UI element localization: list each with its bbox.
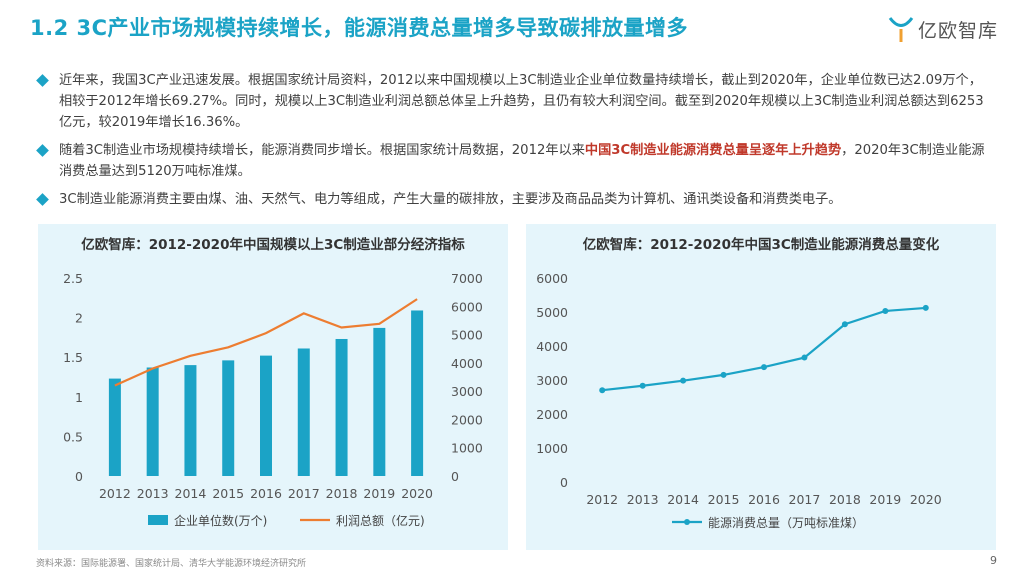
y-right-tick-label: 3000 [451,384,483,399]
logo-icon [888,17,914,42]
bar [335,338,348,476]
x-tick-label: 2019 [363,486,395,501]
bullet-list: 近年来，我国3C产业迅速发展。根据国家统计局资料，2012以来中国规模以上3C制… [36,70,986,217]
bar [184,365,197,476]
bar [108,378,121,476]
y-tick-label: 2000 [536,407,568,422]
bullet-text: 近年来，我国3C产业迅速发展。根据国家统计局资料，2012以来中国规模以上3C制… [59,73,984,130]
page-title: 1.2 3C产业市场规模持续增长，能源消费总量增多导致碳排放量增多 [30,16,689,40]
bullet-text-start: 随着3C制造业市场规模持续增长，能源消费同步增长。根据国家统计局数据，2012年… [59,143,585,158]
bullet-text: 随着3C制造业市场规模持续增长，能源消费同步增长。根据国家统计局数据，2012年… [59,140,986,182]
y-left-tick-label: 0.5 [63,429,83,444]
data-point [639,382,646,389]
data-point [841,321,848,328]
combo-chart: 0 0.5 1 1.5 2 2.5 0 1000 2000 3000 4000 5000 6000 700… [63,271,483,528]
data-point [599,387,606,394]
legend-marker [684,519,690,525]
x-tick-label: 2012 [99,486,131,501]
data-point [801,354,808,361]
y-tick-label: 3000 [536,373,568,388]
x-tick-label: 2014 [667,492,699,507]
legend-label: 企业单位数(万个) [174,513,267,528]
y-right-tick-label: 1000 [451,441,483,456]
bar [373,327,386,476]
legend-label: 利润总额（亿元) [336,513,425,528]
y-right-tick-label: 7000 [451,271,483,286]
source-note: 资料来源：国际能源署、国家统计局、清华大学能源环境经济研究所 [36,559,307,569]
x-tick-label: 2016 [250,486,282,501]
y-right-tick-label: 0 [451,469,459,484]
x-tick-label: 2020 [910,492,942,507]
y-tick-label: 4000 [536,339,568,354]
bar [297,348,310,476]
x-tick-label: 2017 [789,492,821,507]
bullet-text-end: ，2020年3C制造业能源消费总量达到5120万吨标准煤。 [59,143,985,179]
energy-series-line [602,306,926,392]
y-right-tick-label: 5000 [451,328,483,343]
data-point [720,371,727,378]
diamond-bullet-icon [36,144,49,157]
x-tick-label: 2019 [869,492,901,507]
x-tick-label: 2014 [175,486,207,501]
x-tick-label: 2018 [326,486,358,501]
logo-text: 亿欧智库 [918,19,999,42]
y-right-tick-label: 6000 [451,299,483,314]
x-tick-label: 2015 [708,492,740,507]
bullet-item: 近年来，我国3C产业迅速发展。根据国家统计局资料，2012以来中国规模以上3C制… [36,70,986,133]
x-tick-label: 2018 [829,492,861,507]
x-tick-label: 2015 [212,486,244,501]
bullet-item: 3C制造业能源消费主要由煤、油、天然气、电力等组成，产生大量的碳排放，主要涉及商… [36,189,986,210]
y-left-tick-label: 2.5 [63,271,83,286]
y-tick-label: 6000 [536,271,568,286]
bar [260,355,272,476]
y-left-tick-label: 0 [75,469,83,484]
profit-series-line [114,298,418,387]
chart-title: 亿欧智库：2012-2020年中国规模以上3C制造业部分经济指标 [81,237,465,253]
y-tick-label: 1000 [536,441,568,456]
y-right-tick-label: 2000 [451,412,483,427]
bar [222,360,235,476]
chart-panel-energy-consumption: 0 1000 2000 3000 4000 5000 6000 2012 2013 2014 201… [526,224,996,550]
bullet-item: 随着3C制造业市场规模持续增长，能源消费同步增长。根据国家统计局数据，2012年… [36,140,986,182]
data-point [922,304,929,311]
diamond-bullet-icon [36,193,49,206]
bullet-highlight: 中国3C制造业能源消费总量呈逐年上升趋势 [584,143,842,158]
x-tick-label: 2013 [627,492,659,507]
line-chart: 0 1000 2000 3000 4000 5000 6000 2012 2013 2014 201… [536,271,942,530]
page-number: 9 [990,554,997,567]
x-tick-label: 2012 [586,492,618,507]
x-tick-label: 2020 [401,486,433,501]
x-tick-label: 2013 [137,486,169,501]
data-point [761,364,767,371]
bullet-text: 3C制造业能源消费主要由煤、油、天然气、电力等组成，产生大量的碳排放，主要涉及商… [59,192,842,207]
data-point [882,307,889,314]
bar [411,310,424,476]
y-left-tick-label: 1.5 [63,350,83,365]
x-tick-label: 2017 [288,486,320,501]
y-left-tick-label: 2 [75,311,83,326]
y-left-tick-label: 1 [75,390,83,405]
brand-logo: 亿欧智库 [888,14,1008,44]
legend-swatch-bar [148,515,168,525]
y-right-tick-label: 4000 [451,356,483,371]
y-tick-label: 5000 [536,305,568,320]
chart-title: 亿欧智库：2012-2020年中国3C制造业能源消费总量变化 [582,237,940,253]
y-tick-label: 0 [560,475,568,490]
legend-label: 能源消费总量（万吨标准煤） [708,516,864,530]
chart-panel-economic-indicators: 0 0.5 1 1.5 2 2.5 0 1000 2000 3000 4000 5000 6000 700… [38,224,508,550]
bar [146,367,159,476]
x-tick-label: 2016 [748,492,780,507]
data-point [680,377,687,384]
diamond-bullet-icon [36,74,49,87]
